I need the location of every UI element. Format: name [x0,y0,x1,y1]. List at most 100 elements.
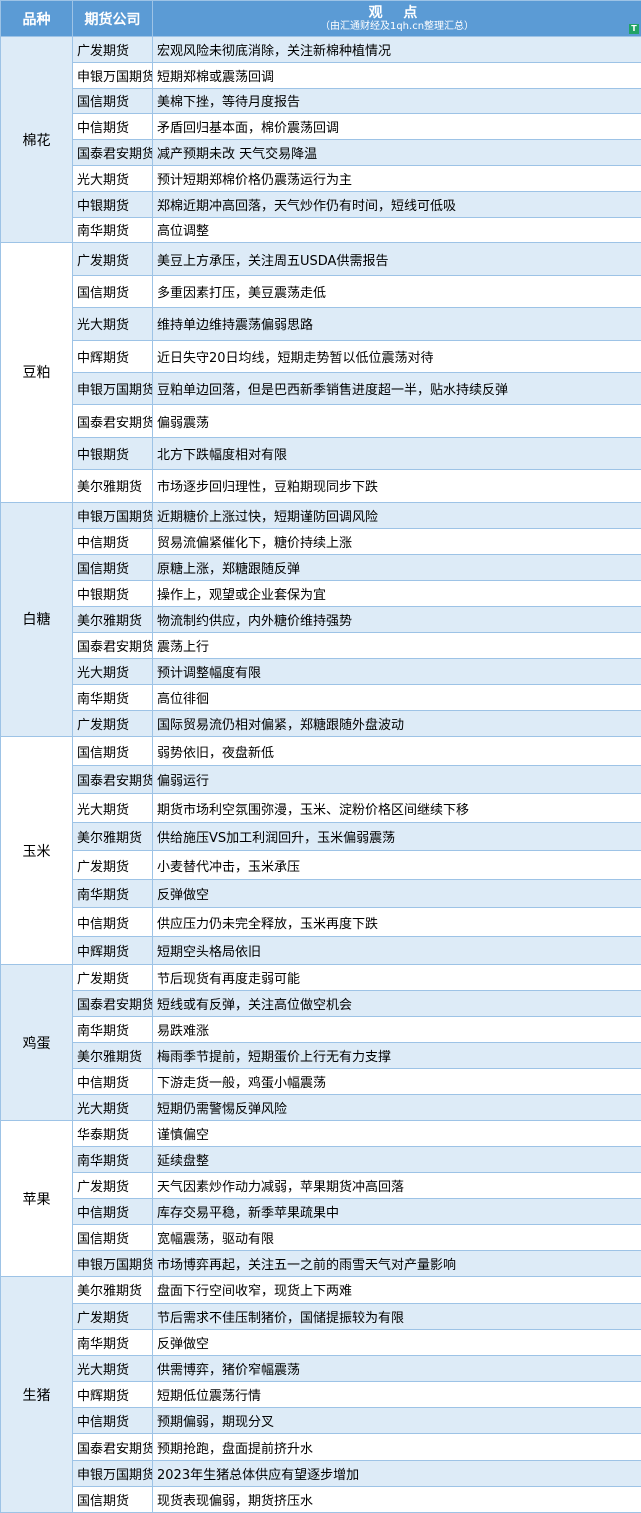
variety-cell: 豆粕 [0,242,73,503]
view-cell: 谨慎偏空 [152,1120,641,1148]
view-cell: 宏观风险未彻底消除，关注新棉种植情况 [152,36,641,63]
table-row: 中银期货 操作上，观望或企业套保为宜 [0,579,641,607]
table-row: 光大期货 预计短期郑棉价格仍震荡运行为主 [0,164,641,192]
table-row: 国信期货 现货表现偏弱，期货挤压水 [0,1485,641,1513]
view-cell: 近日失守20日均线，短期走势暂以低位震荡对待 [152,339,641,373]
table-row: 光大期货 预计调整幅度有限 [0,658,641,686]
company-cell: 广发期货 [72,242,153,276]
view-cell: 短期仍需警惕反弹风险 [152,1094,641,1122]
view-cell: 供给施压VS加工利润回升，玉米偏弱震荡 [152,821,641,852]
company-cell: 申银万国期货 [72,1459,153,1487]
table-row: 中信期货 贸易流偏紧催化下，糖价持续上涨 [0,527,641,555]
table-row: 鸡蛋 广发期货 节后现货有再度走弱可能 [0,964,641,1122]
table-row: 申银万国期货 市场博弈再起，关注五一之前的雨雪天气对产量影响 [0,1250,641,1278]
view-cell: 小麦替代冲击，玉米承压 [152,850,641,880]
company-cell: 申银万国期货 [72,61,153,89]
view-cell: 节后需求不佳压制猪价，国储提振较为有限 [152,1302,641,1330]
company-cell: 南华期货 [72,216,153,244]
view-cell: 短期空头格局依旧 [152,935,641,966]
table-row: 光大期货 期货市场利空氛围弥漫，玉米、淀粉价格区间继续下移 [0,793,641,823]
company-cell: 广发期货 [72,850,153,880]
company-cell: 光大期货 [72,1354,153,1383]
company-cell: 申银万国期货 [72,1250,153,1278]
view-cell: 期货市场利空氛围弥漫，玉米、淀粉价格区间继续下移 [152,793,641,823]
table-row: 美尔雅期货 市场逐步回归理性，豆粕期现同步下跌 [0,469,641,503]
company-cell: 南华期货 [72,878,153,909]
variety-cell: 棉花 [0,35,73,244]
view-cell: 短期郑棉或震荡回调 [152,61,641,89]
variety-cell: 玉米 [0,736,73,966]
view-cell: 易跌难涨 [152,1016,641,1044]
table-row: 国信期货 原糖上涨，郑糖跟随反弹 [0,553,641,581]
table-row: 光大期货 短期仍需警惕反弹风险 [0,1094,641,1122]
view-cell: 美棉下挫，等待月度报告 [152,87,641,115]
view-cell: 偏弱运行 [152,764,641,795]
company-cell: 国信期货 [72,553,153,581]
table-row: 光大期货 供需博弈，猪价窄幅震荡 [0,1354,641,1383]
table-row: 生猪 美尔雅期货 盘面下行空间收窄，现货上下两难 [0,1276,641,1513]
company-cell: 国泰君安期货 [72,139,153,166]
company-cell: 广发期货 [72,36,153,63]
company-cell: 华泰期货 [72,1120,153,1148]
company-cell: 国信期货 [72,1485,153,1513]
table-row: 白糖 申银万国期货 近期糖价上涨过快，短期谨防回调风险 [0,501,641,738]
view-cell: 宽幅震荡，驱动有限 [152,1224,641,1252]
view-cell: 市场博弈再起，关注五一之前的雨雪天气对产量影响 [152,1250,641,1278]
table-row: 中银期货 北方下跌幅度相对有限 [0,436,641,471]
table-row: 广发期货 国际贸易流仍相对偏紧，郑糖跟随外盘波动 [0,710,641,738]
company-cell: 中辉期货 [72,1381,153,1409]
variety-cell: 生猪 [0,1276,73,1513]
table-row: 中信期货 预期偏弱，期现分叉 [0,1407,641,1435]
company-cell: 光大期货 [72,1094,153,1122]
company-cell: 南华期货 [72,684,153,712]
view-cell: 反弹做空 [152,878,641,909]
company-cell: 美尔雅期货 [72,821,153,852]
company-cell: 光大期货 [72,164,153,192]
table-row: 申银万国期货 豆粕单边回落，但是巴西新季销售进度超一半，贴水持续反弹 [0,371,641,406]
company-cell: 中信期货 [72,1407,153,1435]
header-view-subtitle: （由汇通财经及1qh.cn整理汇总） [319,21,475,32]
table-row: 中银期货 郑棉近期冲高回落，天气炒作仍有时间，短线可低吸 [0,190,641,218]
table-row: 国泰君安期货 短线或有反弹，关注高位做空机会 [0,990,641,1018]
view-cell: 减产预期未改 天气交易降温 [152,139,641,166]
company-cell: 国信期货 [72,274,153,309]
company-cell: 国泰君安期货 [72,404,153,438]
company-cell: 美尔雅期货 [72,469,153,503]
table-row: 国泰君安期货 偏弱运行 [0,764,641,795]
view-cell: 盘面下行空间收窄，现货上下两难 [152,1276,641,1304]
company-cell: 南华期货 [72,1016,153,1044]
table-row: 光大期货 维持单边维持震荡偏弱思路 [0,307,641,341]
view-cell: 震荡上行 [152,631,641,660]
view-cell: 预期抢跑，盘面提前挤升水 [152,1433,641,1461]
table-row: 国泰君安期货 减产预期未改 天气交易降温 [0,139,641,166]
company-cell: 中银期货 [72,436,153,471]
table-row: 国信期货 美棉下挫，等待月度报告 [0,87,641,115]
table-row: 广发期货 小麦替代冲击，玉米承压 [0,850,641,880]
variety-cell: 鸡蛋 [0,964,73,1122]
view-cell: 豆粕单边回落，但是巴西新季销售进度超一半，贴水持续反弹 [152,371,641,406]
table-row: 中信期货 下游走货一般，鸡蛋小幅震荡 [0,1068,641,1096]
table-row: 南华期货 高位徘徊 [0,684,641,712]
table-row: 中信期货 供应压力仍未完全释放，玉米再度下跌 [0,907,641,937]
table-row: 棉花 广发期货 宏观风险未彻底消除，关注新棉种植情况 [0,35,641,244]
company-cell: 中银期货 [72,579,153,607]
view-cell: 预期偏弱，期现分叉 [152,1407,641,1435]
table-row: 国信期货 多重因素打压，美豆震荡走低 [0,274,641,309]
company-cell: 美尔雅期货 [72,1276,153,1304]
filter-icon[interactable]: T [629,24,639,34]
table-row: 南华期货 反弹做空 [0,1328,641,1356]
view-cell: 短期低位震荡行情 [152,1381,641,1409]
view-cell: 物流制约供应，内外糖价维持强势 [152,605,641,633]
table-row: 南华期货 延续盘整 [0,1146,641,1174]
view-cell: 矛盾回归基本面，棉价震荡回调 [152,113,641,141]
company-cell: 广发期货 [72,1302,153,1330]
company-cell: 国信期货 [72,87,153,115]
view-cell: 近期糖价上涨过快，短期谨防回调风险 [152,501,641,529]
view-cell: 反弹做空 [152,1328,641,1356]
company-cell: 光大期货 [72,658,153,686]
header-view: 观 点 （由汇通财经及1qh.cn整理汇总） T [152,0,641,37]
company-cell: 美尔雅期货 [72,605,153,633]
table-row: 美尔雅期货 物流制约供应，内外糖价维持强势 [0,605,641,633]
view-cell: 梅雨季节提前，短期蛋价上行无有力支撑 [152,1042,641,1070]
table-row: 玉米 国信期货 弱势依旧，夜盘新低 [0,736,641,966]
